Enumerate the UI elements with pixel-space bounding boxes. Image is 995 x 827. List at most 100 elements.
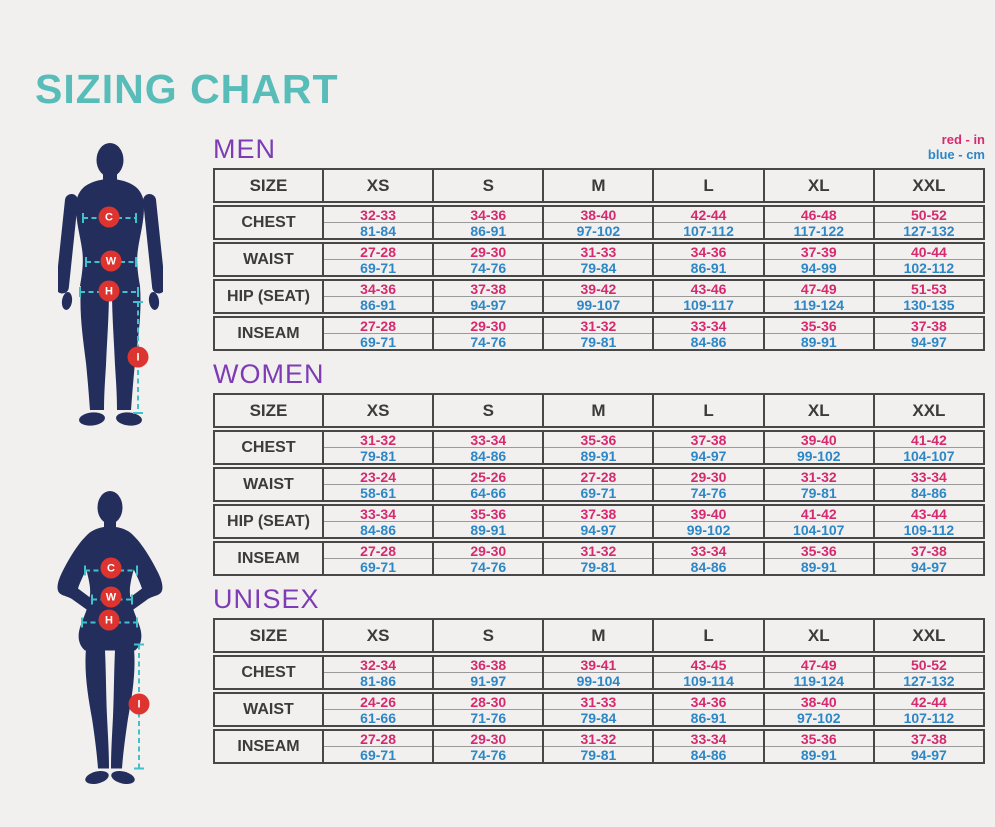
value-cell: 25-26 64-66 xyxy=(432,469,543,500)
cm-value: 86-91 xyxy=(690,709,727,726)
cm-value: 99-107 xyxy=(576,296,621,313)
measurement-row: INSEAM 27-28 69-71 29-30 74-76 31-32 79-81 33-3… xyxy=(213,541,985,576)
inches-value: 31-32 xyxy=(324,432,433,448)
inches-value: 31-33 xyxy=(544,244,653,260)
value-cell: 39-42 99-107 xyxy=(542,281,653,313)
value-cell: 29-30 74-76 xyxy=(432,318,543,349)
size-table-men: SIZE XS S M L XL XXL CHEST 32-33 81-84 34-36 86-91 3… xyxy=(213,168,985,351)
value-cell: 29-30 74-76 xyxy=(432,543,543,575)
inches-value: 50-52 xyxy=(874,657,983,673)
inches-value: 33-34 xyxy=(434,432,543,448)
value-cell: 23-24 58-61 xyxy=(322,469,433,500)
value-cell: 37-38 94-97 xyxy=(872,731,983,762)
cm-value: 107-112 xyxy=(683,222,734,239)
value-cell: 50-52 127-132 xyxy=(872,657,983,688)
inches-value: 33-34 xyxy=(654,318,763,334)
measurement-label: INSEAM xyxy=(237,737,300,755)
value-cell: 28-30 71-76 xyxy=(432,694,543,726)
value-cell: 38-40 97-102 xyxy=(542,207,653,238)
cm-value: 94-97 xyxy=(690,447,727,464)
cm-value: 74-76 xyxy=(470,259,507,276)
measurement-row: CHEST 31-32 79-81 33-34 84-86 35-36 89-91 37-38… xyxy=(213,430,985,465)
cm-value: 79-81 xyxy=(360,447,396,464)
size-header-xs: XS xyxy=(322,620,432,651)
cm-value: 71-76 xyxy=(470,709,507,726)
measurement-row: HIP (SEAT) 33-34 84-86 35-36 89-91 37-38 94-97… xyxy=(213,504,985,539)
cm-value: 69-71 xyxy=(360,746,396,763)
value-cell: 34-36 86-91 xyxy=(432,207,543,238)
inches-value: 42-44 xyxy=(654,207,763,223)
inches-value: 39-40 xyxy=(654,506,763,522)
measurement-label: HIP (SEAT) xyxy=(227,287,310,305)
male-silhouette xyxy=(58,143,163,426)
inches-value: 31-33 xyxy=(544,694,653,710)
inches-value: 29-30 xyxy=(434,543,543,559)
value-cell: 34-36 86-91 xyxy=(322,281,433,313)
value-cell: 29-30 74-76 xyxy=(432,731,543,762)
measurement-row: INSEAM 27-28 69-71 29-30 74-76 31-32 79-81 33-3… xyxy=(213,729,985,764)
inches-value: 29-30 xyxy=(434,244,543,260)
value-cell: 27-28 69-71 xyxy=(542,469,653,500)
inches-value: 37-39 xyxy=(764,244,873,260)
cm-value: 102-112 xyxy=(903,259,955,276)
inches-value: 37-38 xyxy=(434,281,543,297)
value-cell: 27-28 69-71 xyxy=(322,543,433,574)
cm-value: 94-97 xyxy=(470,296,507,313)
legend-inches: red - in xyxy=(941,132,985,147)
cm-value: 86-91 xyxy=(690,259,727,276)
value-cell: 34-36 86-91 xyxy=(652,244,763,276)
size-header-l: L xyxy=(652,395,762,426)
cm-value: 99-102 xyxy=(796,447,841,464)
inches-value: 38-40 xyxy=(544,207,653,223)
inches-value: 43-44 xyxy=(874,506,983,522)
male-figure: C W H I xyxy=(58,142,163,434)
inches-value: 35-36 xyxy=(434,506,543,522)
inches-value: 33-34 xyxy=(654,731,763,747)
inches-value: 46-48 xyxy=(764,207,873,223)
size-header-m: M xyxy=(542,170,652,201)
value-cell: 50-52 127-132 xyxy=(872,207,983,238)
inches-value: 27-28 xyxy=(544,469,653,485)
value-cell: 47-49 119-124 xyxy=(762,281,873,313)
measurement-label: WAIST xyxy=(243,475,294,493)
inches-value: 31-32 xyxy=(764,469,873,485)
inches-value: 35-36 xyxy=(764,731,873,747)
cm-value: 74-76 xyxy=(470,558,507,575)
inches-value: 40-44 xyxy=(874,244,983,260)
inches-value: 50-52 xyxy=(874,207,983,223)
value-cell: 33-34 84-86 xyxy=(652,543,763,574)
cm-value: 119-124 xyxy=(793,296,845,313)
cm-value: 89-91 xyxy=(800,558,837,575)
inches-value: 35-36 xyxy=(764,543,873,559)
value-cell: 27-28 69-71 xyxy=(322,244,433,275)
value-cell: 37-38 94-97 xyxy=(652,432,763,464)
size-column-header: SIZE xyxy=(249,625,288,645)
value-cell: 33-34 84-86 xyxy=(322,506,433,537)
units-legend: red - in blue - cm xyxy=(928,132,985,162)
inches-value: 27-28 xyxy=(324,731,433,747)
measurement-label: WAIST xyxy=(243,250,294,268)
size-section-women: WOMEN SIZE XS S M L XL XXL CHEST 31-32 79-81 33-34 8… xyxy=(213,359,985,578)
section-title-unisex: UNISEX xyxy=(213,584,320,614)
value-cell: 36-38 91-97 xyxy=(432,657,543,688)
measurement-label: WAIST xyxy=(243,700,294,718)
cm-value: 89-91 xyxy=(580,447,617,464)
size-header-m: M xyxy=(542,395,652,426)
chest-marker: C xyxy=(98,206,120,228)
cm-value: 81-84 xyxy=(360,222,396,239)
value-cell: 35-36 89-91 xyxy=(762,731,873,762)
size-header-xl: XL xyxy=(762,620,873,651)
cm-value: 94-97 xyxy=(911,558,947,575)
cm-value: 97-102 xyxy=(796,709,841,726)
measurement-row: WAIST 23-24 58-61 25-26 64-66 27-28 69-71 29-30… xyxy=(213,467,985,502)
inches-value: 32-33 xyxy=(324,207,433,223)
value-cell: 29-30 74-76 xyxy=(652,469,763,500)
size-header-xxl: XXL xyxy=(872,395,983,426)
inseam-marker: I xyxy=(128,693,150,715)
page-title: SIZING CHART xyxy=(35,66,339,112)
measurement-row: WAIST 27-28 69-71 29-30 74-76 31-33 79-84 34-36… xyxy=(213,242,985,277)
value-cell: 34-36 86-91 xyxy=(652,694,763,726)
waist-marker: W xyxy=(100,586,122,608)
value-cell: 38-40 97-102 xyxy=(762,694,873,726)
cm-value: 86-91 xyxy=(360,296,396,313)
